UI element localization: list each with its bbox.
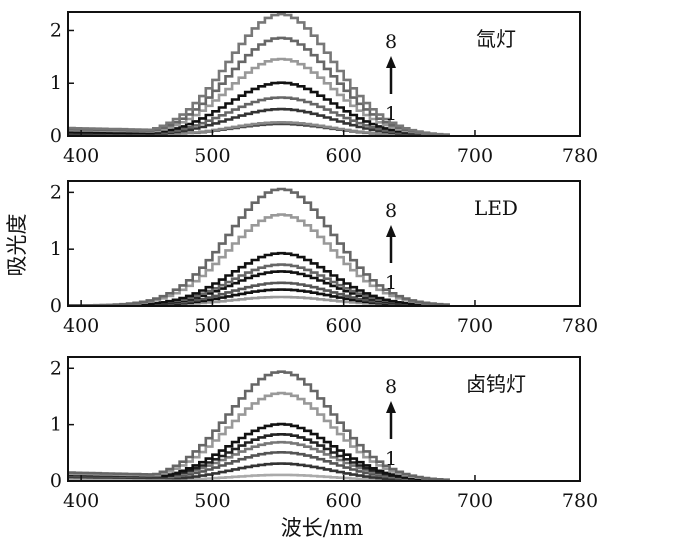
x-tick-label: 700 bbox=[457, 145, 493, 167]
lamp-title: 氙灯 bbox=[476, 27, 516, 51]
y-tick-label: 2 bbox=[50, 181, 62, 203]
lamp-title: LED bbox=[474, 196, 518, 220]
series-group bbox=[68, 370, 450, 481]
x-tick-label: 400 bbox=[63, 145, 99, 167]
series-line-5 bbox=[68, 81, 450, 136]
x-tick-label: 400 bbox=[63, 315, 99, 337]
series-line-8 bbox=[68, 370, 450, 481]
x-tick-label: 600 bbox=[326, 315, 362, 337]
x-tick-label: 500 bbox=[194, 145, 230, 167]
series-line-8 bbox=[68, 187, 450, 306]
arrow-label-bottom: 1 bbox=[385, 272, 397, 294]
plot-frame bbox=[67, 11, 581, 137]
x-tick-label: 400 bbox=[63, 490, 99, 512]
x-tick-label: 780 bbox=[562, 490, 598, 512]
series-line-8 bbox=[68, 12, 450, 136]
x-axis-label: 波长/nm bbox=[281, 516, 364, 540]
y-tick-label: 1 bbox=[50, 72, 62, 94]
arrow-label-bottom: 1 bbox=[385, 103, 397, 125]
chart-panel: 0 1 2 400 500 600 700 780 LED 8 1 bbox=[50, 180, 598, 337]
plot-frame bbox=[67, 356, 581, 482]
chart-panel: 0 1 2 400 500 600 700 780 氙灯 8 1 bbox=[50, 11, 598, 167]
series-group bbox=[68, 12, 450, 136]
arrow-head bbox=[386, 401, 396, 413]
lamp-title: 卤钨灯 bbox=[466, 372, 526, 396]
plot-frame bbox=[67, 180, 581, 307]
series-group bbox=[68, 187, 450, 306]
arrow-head bbox=[386, 56, 396, 68]
x-tick-label: 780 bbox=[562, 315, 598, 337]
arrow-label-top: 8 bbox=[385, 200, 397, 222]
y-tick-label: 1 bbox=[50, 238, 62, 260]
arrow-label-top: 8 bbox=[385, 31, 397, 53]
y-tick-label: 1 bbox=[50, 414, 62, 436]
x-tick-label: 500 bbox=[194, 315, 230, 337]
arrow-head bbox=[386, 225, 396, 237]
x-tick-label: 600 bbox=[326, 145, 362, 167]
y-tick-label: 0 bbox=[50, 470, 62, 492]
y-tick-label: 0 bbox=[50, 125, 62, 147]
x-tick-label: 600 bbox=[326, 490, 362, 512]
y-tick-label: 0 bbox=[50, 295, 62, 317]
x-tick-label: 700 bbox=[457, 315, 493, 337]
arrow-label-bottom: 1 bbox=[385, 448, 397, 470]
x-tick-label: 500 bbox=[194, 490, 230, 512]
x-tick-label: 700 bbox=[457, 490, 493, 512]
arrow-label-top: 8 bbox=[385, 376, 397, 398]
y-tick-label: 2 bbox=[50, 357, 62, 379]
chart-panel: 0 1 2 400 500 600 700 780 卤钨灯 8 1 bbox=[50, 356, 598, 512]
series-line-6 bbox=[68, 251, 449, 306]
y-axis-label: 吸光度 bbox=[5, 214, 29, 277]
x-tick-label: 780 bbox=[562, 145, 598, 167]
y-tick-label: 2 bbox=[50, 19, 62, 41]
